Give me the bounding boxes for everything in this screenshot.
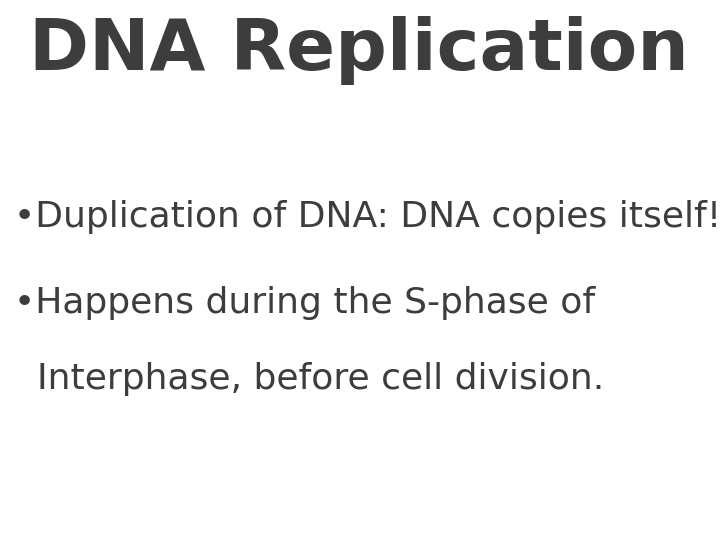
Text: •Happens during the S-phase of: •Happens during the S-phase of <box>14 286 595 320</box>
Text: •Duplication of DNA: DNA copies itself!: •Duplication of DNA: DNA copies itself! <box>14 200 720 234</box>
Text: Interphase, before cell division.: Interphase, before cell division. <box>14 362 605 396</box>
Text: DNA Replication: DNA Replication <box>29 16 688 85</box>
